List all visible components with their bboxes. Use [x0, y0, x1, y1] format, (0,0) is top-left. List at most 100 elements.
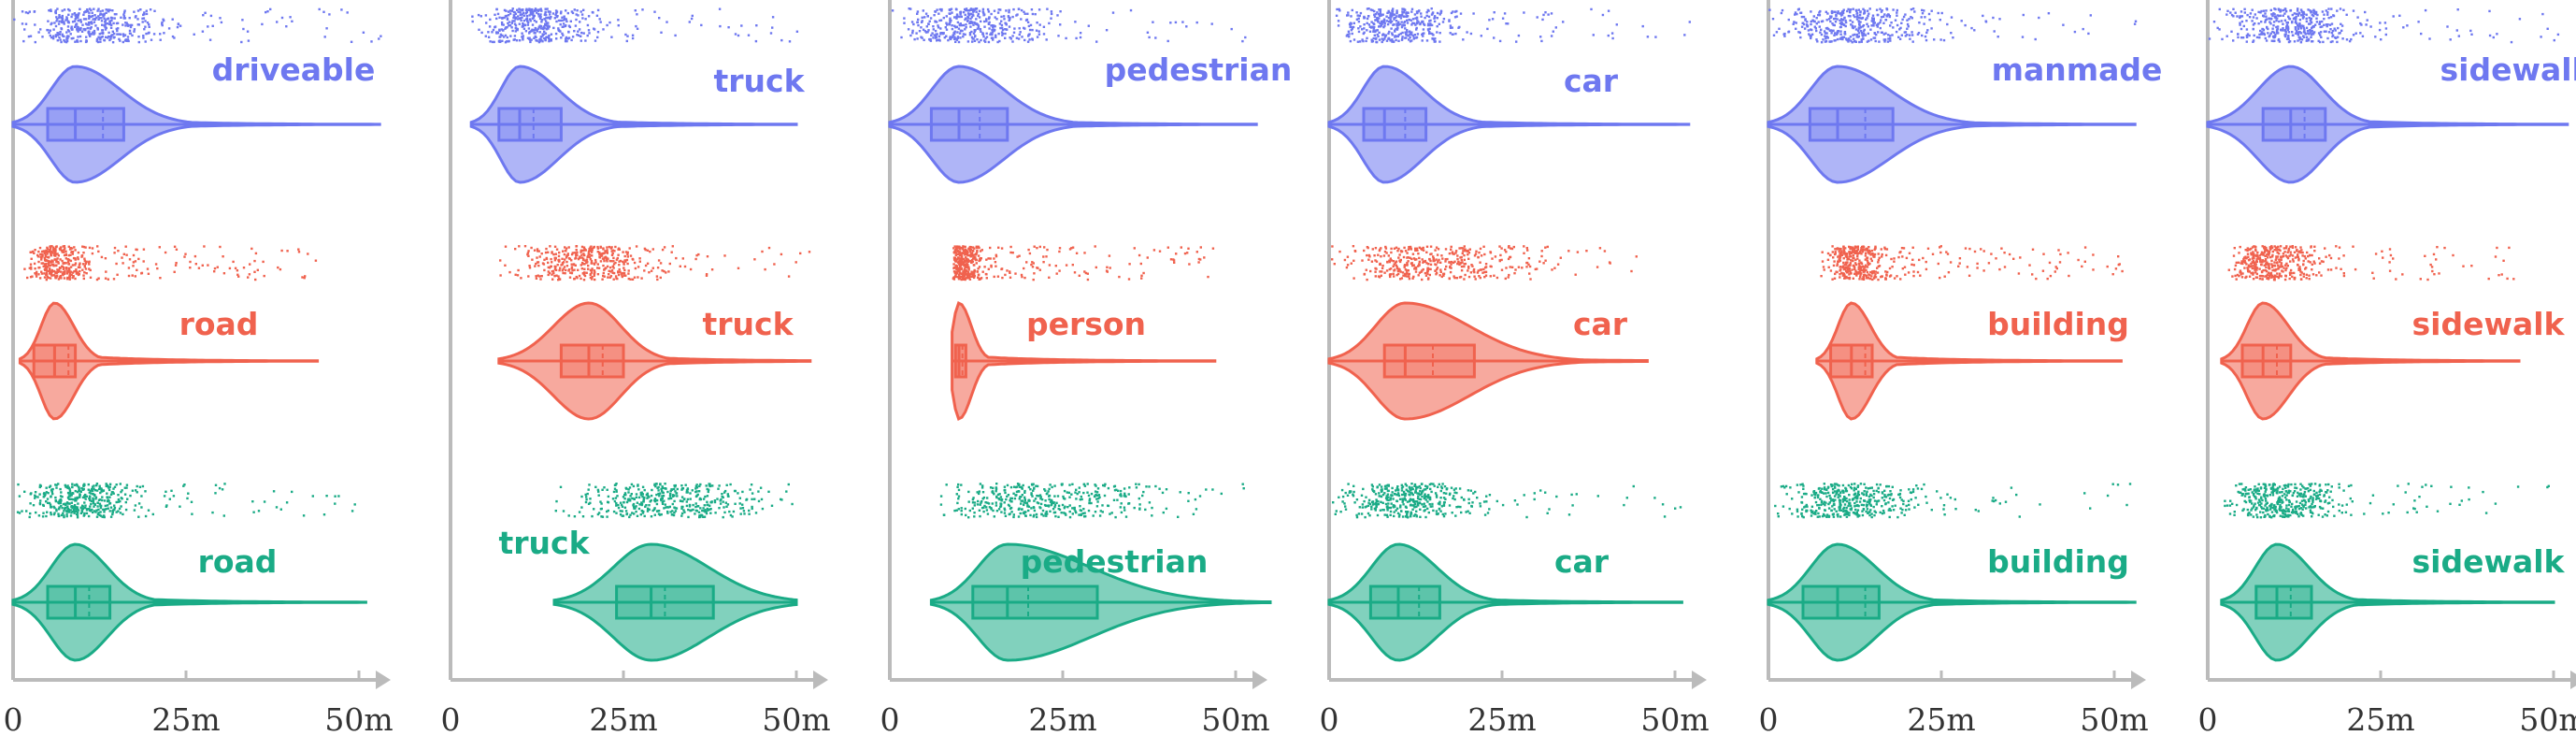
strip-point	[571, 11, 575, 15]
strip-point	[1442, 492, 1446, 495]
strip-point	[526, 23, 530, 26]
strip-point	[981, 491, 985, 494]
strip-point	[1491, 18, 1495, 21]
strip-point	[586, 255, 589, 258]
strip-point	[68, 9, 71, 12]
strip-point	[1510, 247, 1512, 250]
strip-point	[297, 251, 301, 253]
strip-point	[642, 498, 645, 501]
strip-point	[664, 483, 666, 485]
strip-point	[619, 259, 623, 263]
strip-point	[24, 11, 28, 14]
strip-point	[54, 10, 57, 14]
strip-point	[174, 264, 178, 267]
strip-point	[97, 36, 100, 38]
strip-point	[513, 20, 516, 22]
strip-point	[960, 275, 963, 279]
strip-point	[1424, 488, 1427, 491]
strip-point	[1546, 245, 1549, 249]
strip-point	[1014, 272, 1017, 275]
strip-point	[74, 489, 77, 493]
strip-point	[582, 279, 586, 281]
strip-point	[567, 24, 571, 27]
strip-point	[924, 12, 928, 15]
strip-point	[1442, 514, 1446, 518]
strip-point	[511, 20, 514, 22]
strip-point	[1370, 26, 1373, 29]
strip-point	[916, 37, 919, 40]
strip-point	[77, 16, 79, 19]
strip-point	[1439, 268, 1442, 271]
strip-point	[642, 510, 645, 513]
strip-point	[471, 20, 474, 23]
strip-point	[982, 14, 985, 17]
strip-point	[237, 275, 240, 278]
strip-points	[952, 245, 1215, 281]
strip-point	[173, 270, 176, 273]
strip-point	[585, 260, 588, 263]
strip-point	[1379, 270, 1381, 273]
strip-point	[568, 25, 572, 29]
strip-point	[1127, 278, 1131, 281]
strip-point	[514, 30, 517, 33]
strip-point	[663, 269, 665, 273]
strip-point	[1429, 245, 1433, 248]
strip-point	[1032, 262, 1035, 265]
strip-point	[534, 265, 537, 267]
strip-point	[1507, 22, 1510, 25]
strip-point	[956, 501, 959, 505]
strip-point	[1559, 256, 1562, 259]
strip-point	[1398, 259, 1401, 262]
strip-point	[955, 272, 958, 275]
strip-point	[40, 272, 44, 275]
strip-point	[1087, 509, 1091, 512]
strip-point	[1570, 493, 1573, 497]
strip-point	[318, 7, 321, 11]
strip-point	[577, 30, 580, 33]
strip-point	[964, 265, 966, 267]
strip-point	[46, 273, 49, 276]
strip-point	[99, 12, 102, 16]
strip-point	[50, 252, 52, 254]
strip-point	[186, 497, 189, 500]
strip-point	[1350, 262, 1352, 265]
strip-point	[518, 39, 522, 42]
strip-point	[1000, 31, 1004, 34]
strip-point	[1407, 272, 1410, 276]
strip-point	[584, 493, 587, 497]
strip-point	[1484, 266, 1487, 269]
strip-point	[618, 260, 621, 263]
strip-point	[1408, 34, 1411, 36]
strip-point	[1006, 483, 1009, 487]
strip-point	[1596, 495, 1599, 498]
strip-point	[993, 515, 995, 518]
strip-point	[207, 264, 209, 267]
strip-point	[533, 36, 536, 39]
strip-point	[955, 509, 958, 512]
strip-point	[963, 260, 966, 263]
strip-point	[1467, 269, 1469, 272]
strip-point	[257, 510, 261, 512]
strip-point	[1376, 29, 1379, 32]
strip-point	[1415, 36, 1419, 39]
strip-point	[140, 506, 143, 509]
strip-point	[65, 512, 68, 515]
strip-point	[995, 504, 998, 507]
strip-point	[489, 40, 492, 43]
strip-point	[1014, 485, 1018, 489]
strip-point	[544, 32, 548, 35]
strip-point	[1419, 486, 1422, 490]
strip-point	[995, 496, 998, 499]
strip-point	[952, 258, 956, 261]
strip-point	[587, 267, 590, 270]
strip-point	[966, 20, 969, 22]
strip-point	[565, 265, 569, 267]
strip-point	[136, 484, 138, 488]
strip-point	[544, 7, 547, 10]
strip-point	[117, 27, 120, 30]
strip-point	[1494, 255, 1497, 258]
strip-point	[623, 262, 625, 265]
strip-point	[512, 16, 515, 20]
strip-point	[1436, 253, 1439, 256]
strip-point	[47, 255, 50, 259]
